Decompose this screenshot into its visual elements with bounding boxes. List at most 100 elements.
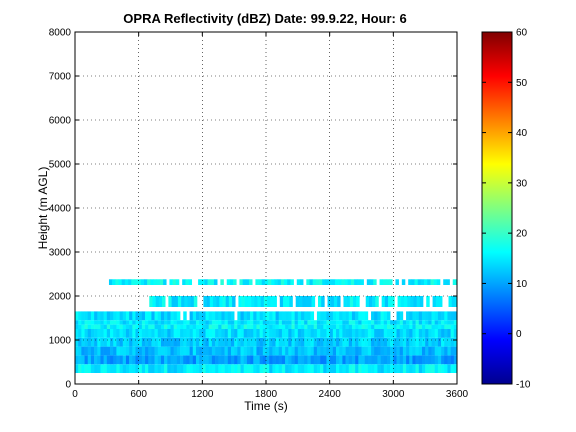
reflectivity-cell — [158, 296, 163, 307]
reflectivity-cell — [374, 364, 378, 373]
reflectivity-cell — [87, 324, 92, 329]
reflectivity-cell — [409, 329, 413, 338]
reflectivity-cell — [218, 355, 222, 365]
reflectivity-cell — [113, 337, 117, 347]
reflectivity-cell — [154, 311, 159, 321]
reflectivity-cell — [441, 346, 445, 356]
reflectivity-cell — [94, 320, 98, 325]
reflectivity-cell — [348, 320, 353, 325]
reflectivity-cell — [383, 355, 388, 365]
reflectivity-cell — [208, 355, 213, 365]
reflectivity-cell — [234, 337, 238, 347]
reflectivity-cell — [336, 324, 340, 329]
reflectivity-cell — [125, 311, 130, 321]
reflectivity-cell — [119, 320, 124, 325]
reflectivity-cell — [297, 324, 302, 329]
reflectivity-cell — [339, 311, 343, 321]
reflectivity-cell — [103, 364, 108, 373]
reflectivity-cell — [253, 346, 257, 356]
reflectivity-cell — [304, 320, 308, 325]
reflectivity-cell — [332, 346, 337, 356]
reflectivity-cell — [278, 324, 283, 329]
reflectivity-cell — [266, 320, 270, 325]
reflectivity-cell — [170, 355, 174, 365]
reflectivity-cell — [145, 337, 149, 347]
reflectivity-cell — [322, 279, 326, 285]
reflectivity-cell — [159, 279, 164, 285]
y-axis-ticks: 0 1000 2000 3000 4000 5000 6000 7000 8000 — [49, 28, 457, 391]
reflectivity-cell — [441, 337, 445, 347]
reflectivity-cell — [399, 337, 404, 347]
reflectivity-cell — [453, 337, 458, 347]
reflectivity-cell — [406, 320, 410, 325]
reflectivity-cell — [278, 329, 283, 338]
reflectivity-cell — [251, 296, 255, 307]
reflectivity-cell — [152, 296, 156, 307]
reflectivity-cell — [160, 320, 165, 325]
reflectivity-cell — [208, 337, 213, 347]
reflectivity-cell — [373, 279, 377, 285]
reflectivity-cell — [294, 355, 299, 365]
reflectivity-cell — [87, 364, 92, 373]
reflectivity-cell — [180, 320, 184, 325]
reflectivity-layer — [149, 296, 458, 307]
reflectivity-cell — [444, 329, 448, 338]
reflectivity-cell — [402, 355, 407, 365]
reflectivity-cell — [138, 355, 143, 365]
reflectivity-cell — [119, 346, 124, 356]
reflectivity-cell — [453, 355, 458, 365]
reflectivity-cell — [199, 320, 203, 325]
reflectivity-cell — [326, 337, 330, 347]
reflectivity-cell — [87, 320, 92, 325]
reflectivity-cell — [386, 329, 391, 338]
reflectivity-cell — [307, 329, 311, 338]
reflectivity-cell — [250, 355, 254, 365]
reflectivity-cell — [132, 346, 136, 356]
reflectivity-cell — [295, 296, 300, 307]
reflectivity-cell — [313, 320, 318, 325]
reflectivity-cell — [348, 329, 353, 338]
reflectivity-cell — [361, 311, 365, 321]
reflectivity-cell — [90, 355, 95, 365]
reflectivity-cell — [224, 337, 229, 347]
reflectivity-cell — [199, 329, 203, 338]
reflectivity-cell — [176, 337, 181, 347]
reflectivity-cell — [278, 311, 283, 321]
reflectivity-cell — [145, 355, 149, 365]
reflectivity-cell — [332, 324, 337, 329]
reflectivity-cell — [406, 346, 410, 356]
reflectivity-cell — [195, 311, 200, 321]
reflectivity-cell — [253, 324, 257, 329]
reflectivity-cell — [154, 329, 159, 338]
reflectivity-cell — [266, 355, 270, 365]
reflectivity-cell — [132, 337, 136, 347]
reflectivity-cell — [339, 355, 343, 365]
reflectivity-cell — [409, 311, 413, 321]
reflectivity-cell — [135, 329, 139, 338]
reflectivity-cell — [431, 320, 436, 325]
reflectivity-cell — [390, 346, 394, 356]
reflectivity-cell — [337, 296, 341, 307]
reflectivity-cell — [219, 296, 223, 307]
reflectivity-cell — [294, 337, 299, 347]
reflectivity-cell — [329, 329, 334, 338]
reflectivity-cell — [256, 355, 260, 365]
reflectivity-cell — [349, 296, 354, 307]
reflectivity-cell — [339, 364, 343, 373]
reflectivity-cell — [294, 329, 299, 338]
reflectivity-cell — [332, 329, 337, 338]
reflectivity-cell — [78, 320, 82, 325]
reflectivity-cell — [285, 324, 289, 329]
reflectivity-cell — [374, 346, 378, 356]
reflectivity-cell — [272, 320, 276, 325]
reflectivity-cell — [202, 346, 206, 356]
reflectivity-cell — [412, 364, 416, 373]
reflectivity-cell — [355, 320, 359, 325]
reflectivity-cell — [138, 329, 143, 338]
reflectivity-cell — [377, 311, 381, 321]
reflectivity-cell — [167, 355, 171, 365]
reflectivity-cell — [141, 320, 146, 325]
reflectivity-cell — [170, 311, 174, 321]
reflectivity-cell — [399, 311, 404, 321]
